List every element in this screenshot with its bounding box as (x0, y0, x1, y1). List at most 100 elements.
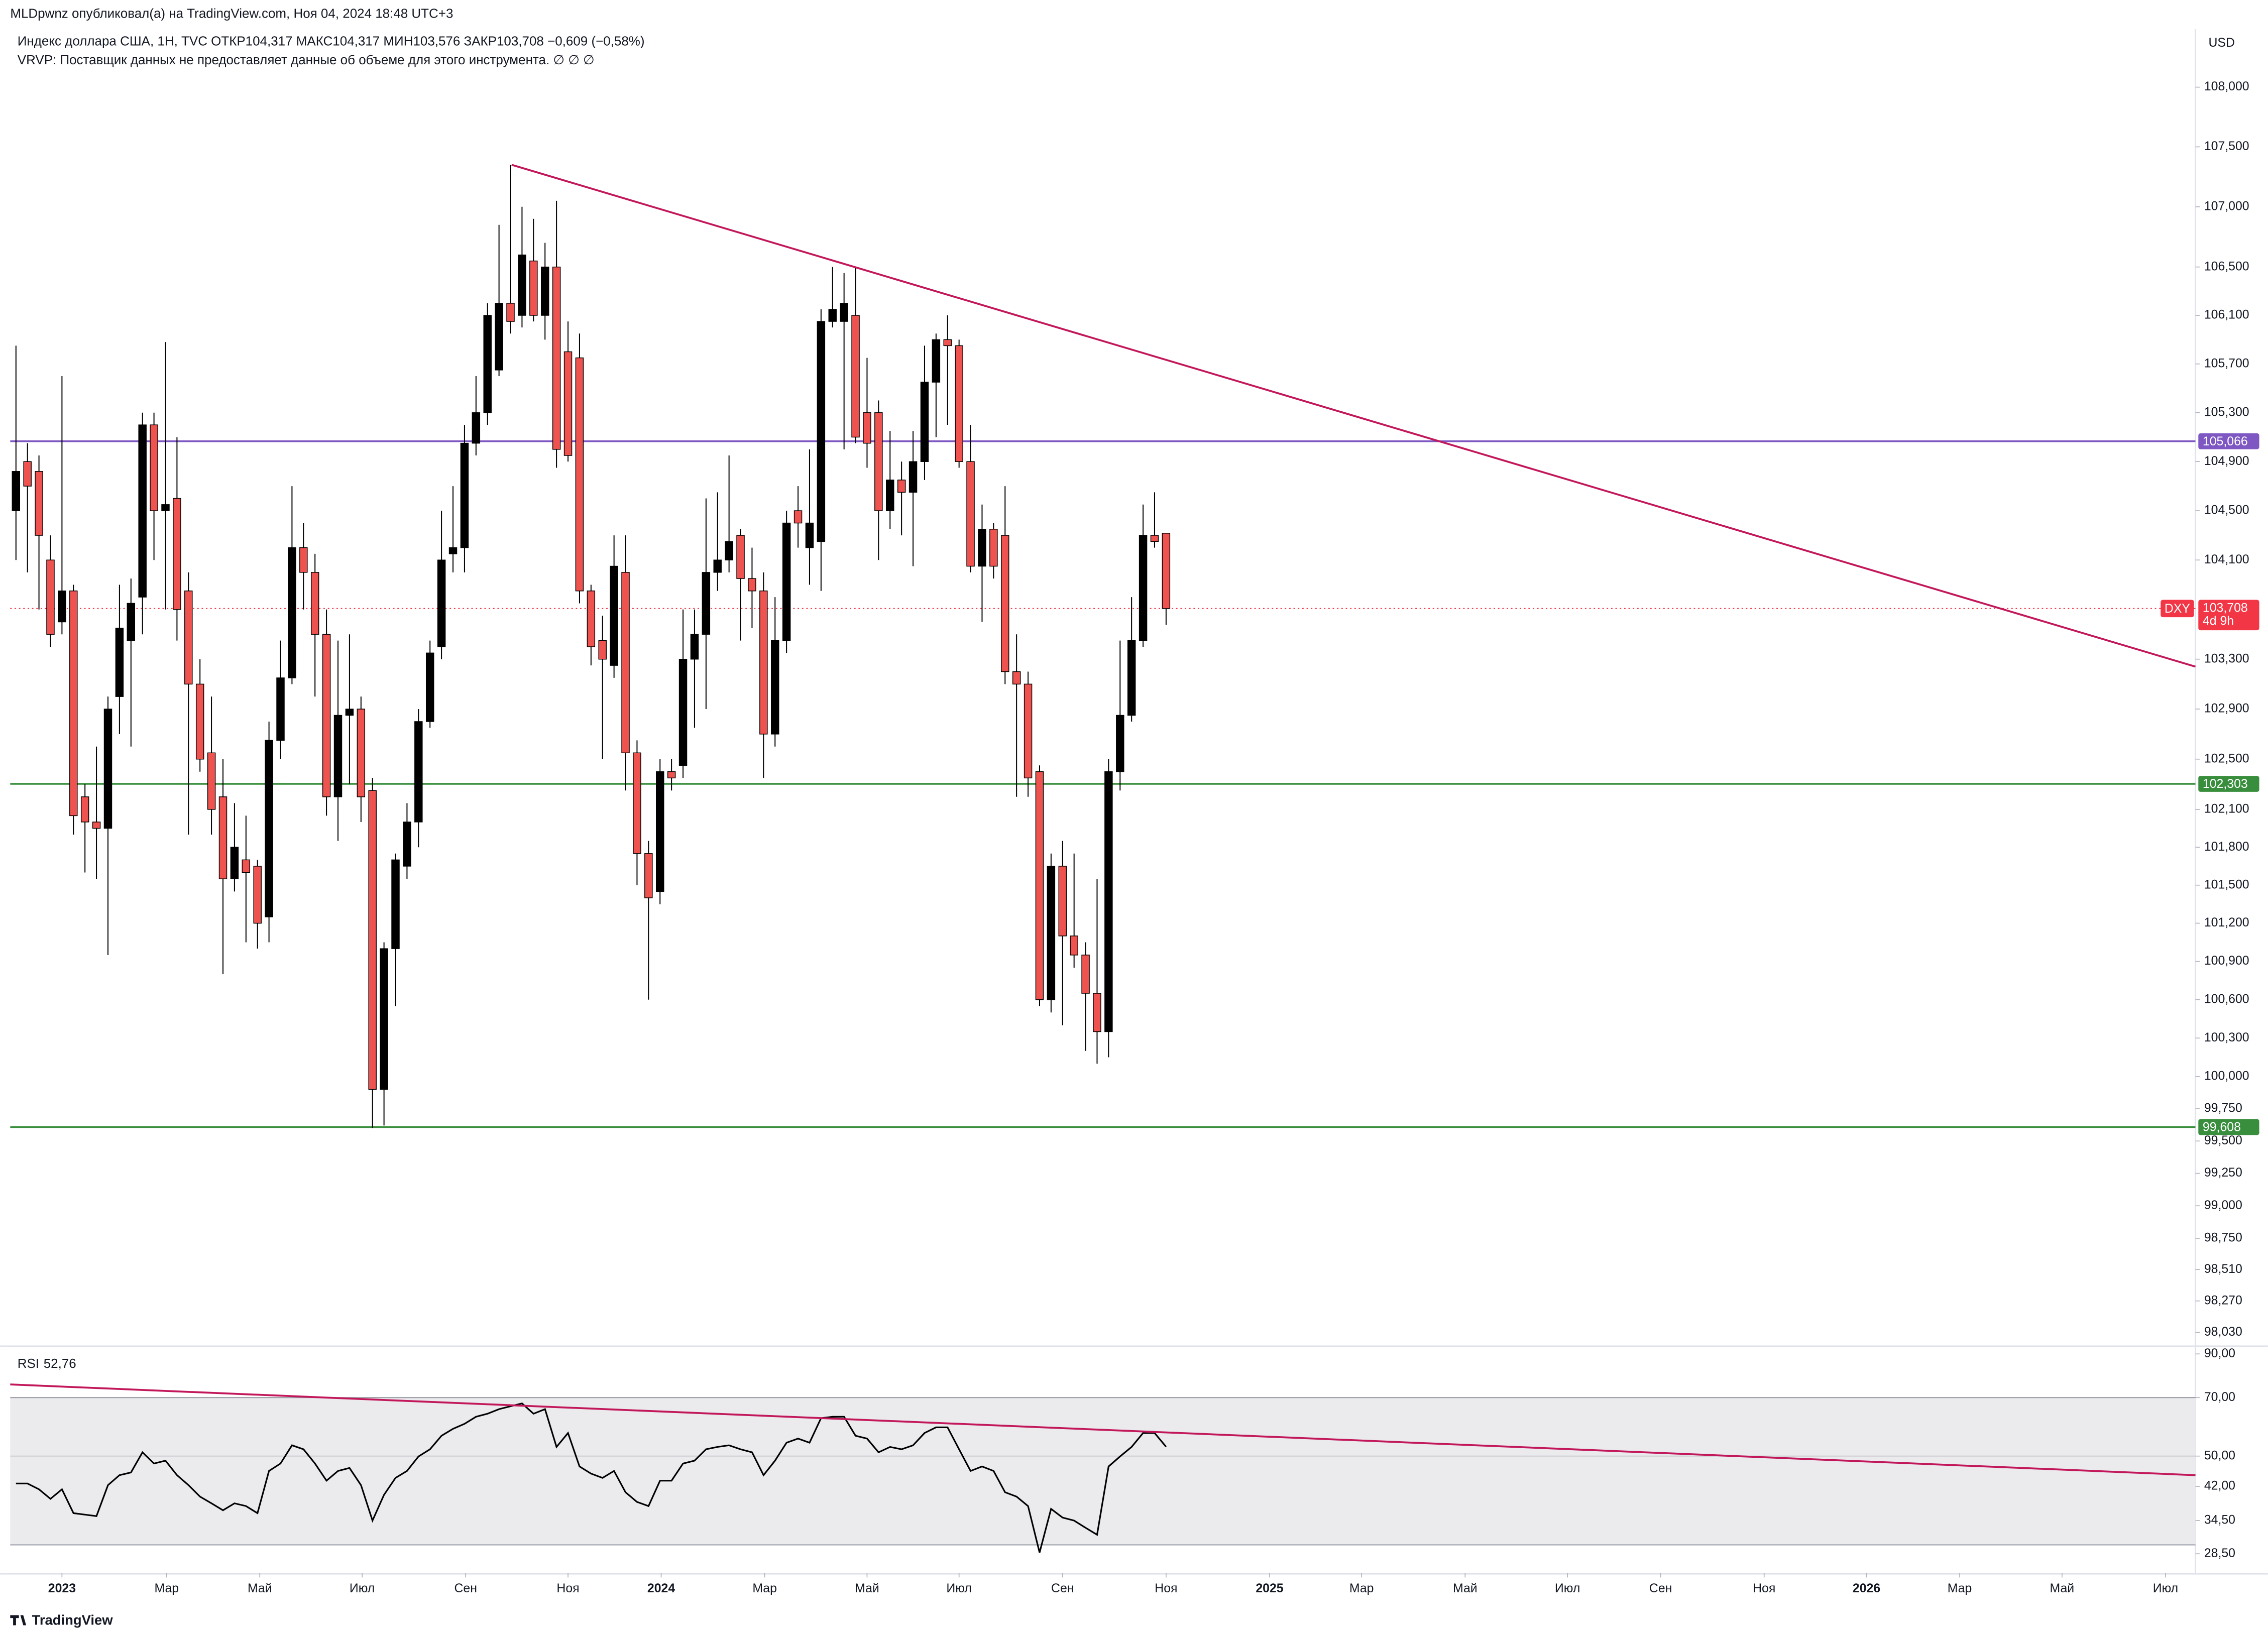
candle-body (805, 522, 814, 548)
y-tick-label: 100,600 (2204, 992, 2249, 1006)
candle-body (460, 442, 469, 548)
rsi-value: 52,76 (44, 1356, 76, 1371)
rsi-trendline (10, 1383, 2196, 1476)
y-tick-label: 98,510 (2204, 1262, 2242, 1276)
rsi-line (16, 1403, 1167, 1553)
x-tick-label: Мар (752, 1582, 777, 1595)
y-tick-label: 104,100 (2204, 553, 2249, 566)
candle-body (368, 790, 377, 1090)
y-tick-label: 104,500 (2204, 504, 2249, 517)
candle-body (1001, 535, 1009, 672)
symbol-label: DXY (2165, 602, 2190, 616)
candle-body (690, 634, 699, 660)
candle-body (920, 382, 929, 462)
candle-body (828, 309, 837, 322)
candle-body (472, 412, 481, 444)
candle-body (736, 535, 745, 579)
y-tick-label: 101,500 (2204, 878, 2249, 891)
candle-body (58, 591, 66, 623)
x-tick-label: 2023 (48, 1582, 76, 1595)
y-tick-label: 102,500 (2204, 752, 2249, 765)
candle-body (230, 847, 239, 879)
candle-body (69, 591, 78, 816)
vrvp-note: VRVP: Поставщик данных не предоставляет … (18, 52, 595, 67)
y-tick-label: 107,000 (2204, 199, 2249, 213)
candle-body (276, 677, 285, 741)
y-tick-label: 100,000 (2204, 1069, 2249, 1083)
candle-body (793, 510, 803, 524)
y-tick-label: 98,270 (2204, 1294, 2242, 1307)
candle-body (391, 859, 400, 949)
candle-body (989, 529, 998, 567)
candle-body (621, 572, 630, 754)
candle-body (207, 752, 216, 810)
level-label: 105,066 (2203, 435, 2248, 448)
candle-body (1139, 535, 1148, 641)
y-tick-label: 99,500 (2204, 1134, 2242, 1147)
symbol-box (2161, 600, 2194, 618)
brand: TradingView (32, 1612, 114, 1627)
y-tick-label: 98,750 (2204, 1231, 2242, 1245)
y-tick-label: 105,700 (2204, 357, 2249, 370)
candle-body (103, 709, 112, 829)
candle-body (127, 603, 136, 641)
candle-body (518, 254, 526, 316)
candle-body (12, 471, 21, 511)
x-tick-label: Сен (454, 1582, 477, 1595)
x-tick-label: Июл (350, 1582, 375, 1595)
rsi-band (10, 1397, 2196, 1545)
rsi-name: RSI (18, 1356, 39, 1371)
candle-body (874, 412, 883, 511)
candle-body (563, 351, 573, 456)
candle-body (678, 659, 688, 766)
y-tick-label: 70,00 (2204, 1390, 2235, 1404)
candle-body (1047, 866, 1056, 1000)
candle-body (552, 266, 561, 450)
candle-body (310, 572, 319, 635)
x-tick-label: Ноя (556, 1582, 579, 1595)
x-tick-label: Июл (2153, 1582, 2178, 1595)
candle-body (288, 547, 296, 678)
candle-body (437, 559, 446, 647)
level-label-box (2198, 433, 2259, 449)
candle-body (80, 796, 89, 823)
x-tick-label: Мар (1948, 1582, 1972, 1595)
countdown: 4d 9h (2203, 614, 2234, 628)
level-label: 99,608 (2203, 1120, 2241, 1134)
y-tick-label: 28,50 (2204, 1547, 2235, 1560)
y-tick-label: 99,000 (2204, 1199, 2242, 1212)
y-tick-label: 103,300 (2204, 652, 2249, 665)
candle-body (644, 853, 653, 898)
candle-body (897, 480, 906, 493)
candle-body (587, 591, 596, 647)
candle-body (173, 498, 181, 610)
candle-body (161, 504, 170, 511)
y-tick-label: 107,500 (2204, 140, 2249, 153)
candle-body (218, 796, 228, 879)
y-tick-label: 100,900 (2204, 954, 2249, 968)
candle-body (656, 771, 664, 892)
candle-body (771, 640, 779, 735)
candle-body (598, 640, 607, 660)
candle-body (115, 628, 124, 697)
candle-body (909, 461, 918, 493)
candle-body (299, 547, 308, 573)
candle-body (46, 559, 55, 635)
x-tick-label: Май (248, 1582, 272, 1595)
last-price-box (2198, 600, 2259, 631)
y-tick-label: 98,030 (2204, 1325, 2242, 1339)
candle-body (1058, 866, 1067, 937)
candle-body (575, 357, 584, 592)
candle-body (1127, 640, 1136, 716)
candle-body (978, 529, 986, 567)
candle-body (414, 721, 423, 823)
publisher: MLDpwnz опубликовал(а) на TradingView.co… (10, 6, 453, 21)
y-tick-label: 101,200 (2204, 916, 2249, 929)
symbol-line: Индекс доллара США, 1Н, TVC ОТКР104,317 … (18, 34, 645, 49)
trendline (511, 164, 2196, 668)
candle-body (1081, 955, 1090, 994)
level-label: 102,303 (2203, 777, 2248, 791)
candle-body (1012, 671, 1021, 685)
